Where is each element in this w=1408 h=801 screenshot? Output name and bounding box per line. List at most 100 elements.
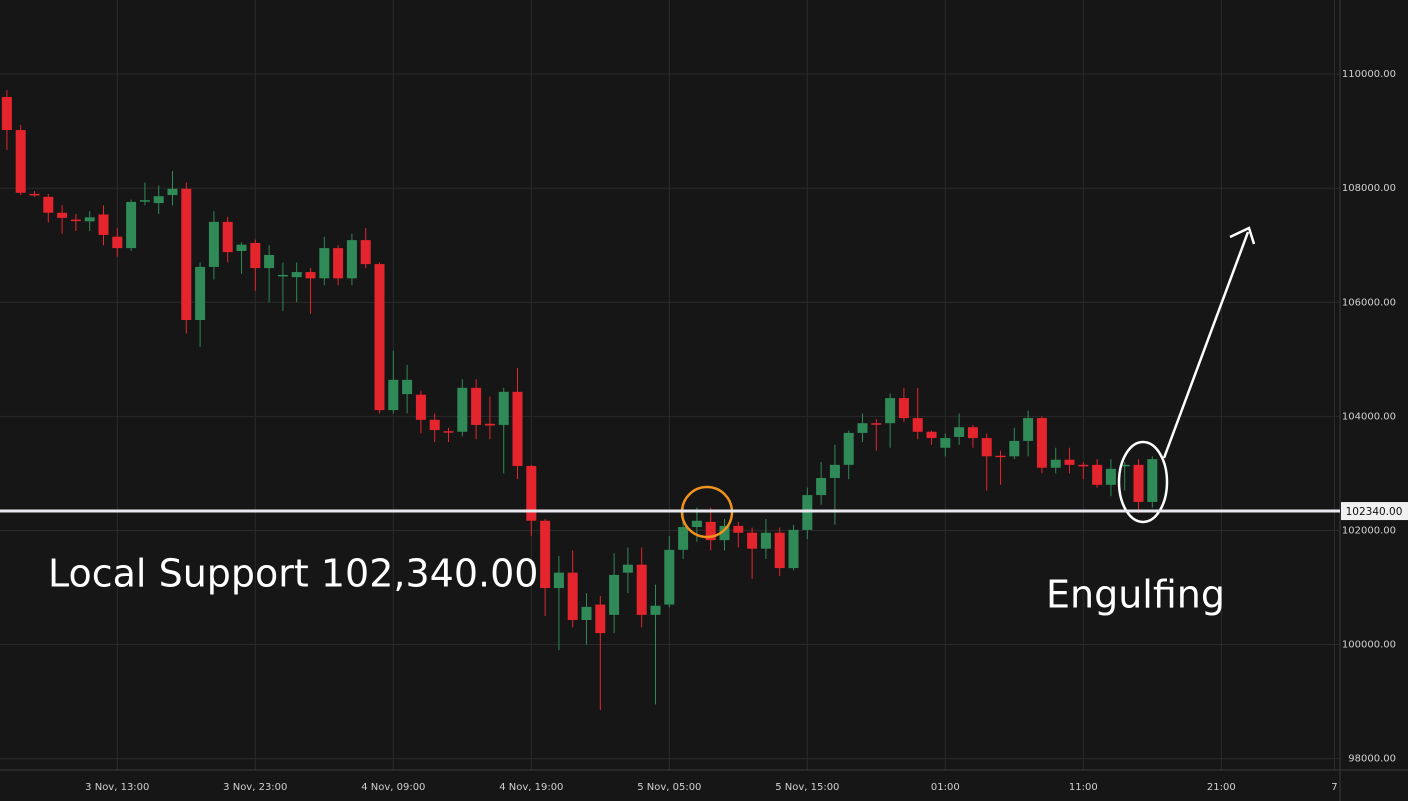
candle-body [967, 427, 978, 439]
candle-body [540, 520, 551, 589]
candle-body [429, 419, 440, 431]
grid [0, 0, 1340, 770]
candle-body [871, 423, 882, 425]
candle-body [678, 527, 689, 550]
candle-body [264, 254, 275, 269]
candle-body [1119, 464, 1130, 467]
candle-body [719, 525, 730, 541]
candle-body [1147, 459, 1158, 502]
candle-body [374, 264, 385, 411]
x-tick-label: 3 Nov, 23:00 [223, 782, 287, 793]
candle-body [829, 464, 840, 478]
y-tick-label: 108000.00 [1342, 183, 1396, 194]
candle-body [291, 272, 302, 278]
y-tick-label: 106000.00 [1342, 297, 1396, 308]
candle-body [333, 248, 344, 279]
candle-body [319, 248, 330, 279]
x-tick-label: 21:00 [1207, 782, 1236, 793]
candle-body [733, 525, 744, 533]
candle-body [512, 391, 523, 466]
candle-body [167, 188, 178, 196]
candle-body [498, 391, 509, 425]
candle-body [1, 96, 12, 131]
candle-body [567, 572, 578, 620]
candle-body [360, 240, 371, 265]
engulfing-ellipse [1117, 440, 1169, 524]
candle-body [1092, 464, 1103, 485]
candle-body [250, 242, 261, 269]
candle-body [954, 427, 965, 437]
candle-body [388, 379, 399, 411]
y-tick-label: 104000.00 [1342, 411, 1396, 422]
x-tick-label: 4 Nov, 09:00 [361, 782, 425, 793]
candle-body [1133, 464, 1144, 502]
candles [1, 90, 1158, 711]
candle-body [1050, 459, 1061, 468]
candle-body [526, 465, 537, 521]
candle-body [622, 564, 633, 573]
y-tick-label: 98000.00 [1348, 754, 1396, 765]
candle-body [139, 200, 150, 202]
x-tick-label: 01:00 [931, 782, 960, 793]
candle-body [788, 529, 799, 569]
candle-body [995, 455, 1006, 458]
candle-body [43, 196, 54, 213]
candle-body [346, 240, 357, 279]
candle-body [1036, 418, 1047, 468]
support-label-box [1341, 502, 1408, 521]
candle-body [402, 379, 413, 395]
candle-body [691, 520, 702, 528]
candle-body [70, 219, 81, 222]
candle-body [57, 212, 68, 218]
candle-body [774, 532, 785, 569]
candle-body [1105, 468, 1116, 485]
candle-body [650, 605, 661, 615]
candle-body [415, 394, 426, 420]
arrow-shaft [1162, 231, 1250, 459]
candle-body [940, 438, 951, 448]
candle-body [443, 431, 454, 433]
candle-body [112, 236, 123, 249]
candle-body [926, 431, 937, 439]
engulfing-annotation: Engulfing [1046, 573, 1225, 617]
x-tick-label: 3 Nov, 13:00 [85, 782, 149, 793]
candle-body [181, 188, 192, 320]
candle-body [912, 418, 923, 432]
candle-body [126, 201, 137, 249]
candle-body [29, 193, 40, 196]
y-tick-label: 100000.00 [1342, 640, 1396, 651]
x-tick-label: 7 [1331, 782, 1337, 793]
candle-body [153, 196, 164, 204]
candle-body [760, 532, 771, 549]
candle-body [222, 221, 233, 253]
candle-body [609, 574, 620, 615]
candle-body [705, 521, 716, 541]
support-annotation: Local Support 102,340.00 [48, 552, 538, 596]
candle-body [595, 604, 606, 634]
candle-body [1064, 459, 1075, 465]
candle-body [15, 130, 26, 193]
candle-body [305, 272, 316, 279]
candle-body [236, 244, 247, 251]
candle-body [981, 438, 992, 457]
candle-body [664, 549, 675, 605]
candle-body [84, 217, 95, 222]
candle-body [98, 214, 109, 235]
y-tick-label: 110000.00 [1342, 69, 1396, 80]
candle-body [636, 564, 647, 615]
candle-body [747, 532, 758, 549]
candle-body [208, 221, 219, 267]
x-tick-label: 11:00 [1069, 782, 1098, 793]
arrow-head [1229, 226, 1256, 245]
candle-body [581, 606, 592, 620]
candle-body [471, 387, 482, 425]
candle-body [553, 572, 564, 589]
support-label: 102340.00 [1346, 506, 1403, 518]
x-tick-label: 4 Nov, 19:00 [499, 782, 563, 793]
candle-body [457, 387, 468, 432]
x-tick-label: 5 Nov, 15:00 [775, 782, 839, 793]
